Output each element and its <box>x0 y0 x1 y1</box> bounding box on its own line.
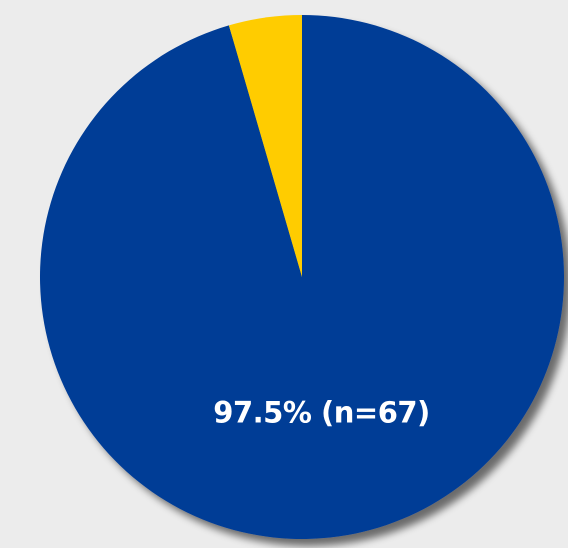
pie-slice-0 <box>39 15 564 539</box>
pie-slice-1 <box>228 15 302 277</box>
pie-slice-label-0: 97.5% (n=67) <box>213 395 430 429</box>
pie-slices-group <box>39 15 564 539</box>
pie-labels-group: 97.5% (n=67) <box>213 395 430 429</box>
